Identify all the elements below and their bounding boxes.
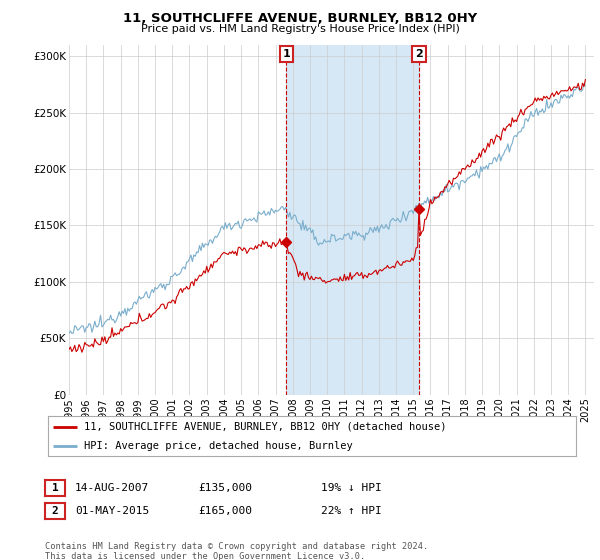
Text: £135,000: £135,000	[198, 483, 252, 493]
Text: 22% ↑ HPI: 22% ↑ HPI	[321, 506, 382, 516]
Text: Contains HM Land Registry data © Crown copyright and database right 2024.
This d: Contains HM Land Registry data © Crown c…	[45, 542, 428, 560]
Text: 19% ↓ HPI: 19% ↓ HPI	[321, 483, 382, 493]
Text: 2: 2	[52, 506, 58, 516]
Text: 14-AUG-2007: 14-AUG-2007	[75, 483, 149, 493]
Text: Price paid vs. HM Land Registry's House Price Index (HPI): Price paid vs. HM Land Registry's House …	[140, 24, 460, 34]
Text: £165,000: £165,000	[198, 506, 252, 516]
Bar	[286, 45, 419, 395]
Text: 11, SOUTHCLIFFE AVENUE, BURNLEY, BB12 0HY: 11, SOUTHCLIFFE AVENUE, BURNLEY, BB12 0H…	[123, 12, 477, 25]
Text: 1: 1	[52, 483, 58, 493]
Text: 01-MAY-2015: 01-MAY-2015	[75, 506, 149, 516]
Text: 2: 2	[415, 49, 423, 59]
Text: 1: 1	[283, 49, 290, 59]
Text: HPI: Average price, detached house, Burnley: HPI: Average price, detached house, Burn…	[84, 441, 353, 451]
Text: 11, SOUTHCLIFFE AVENUE, BURNLEY, BB12 0HY (detached house): 11, SOUTHCLIFFE AVENUE, BURNLEY, BB12 0H…	[84, 422, 446, 432]
